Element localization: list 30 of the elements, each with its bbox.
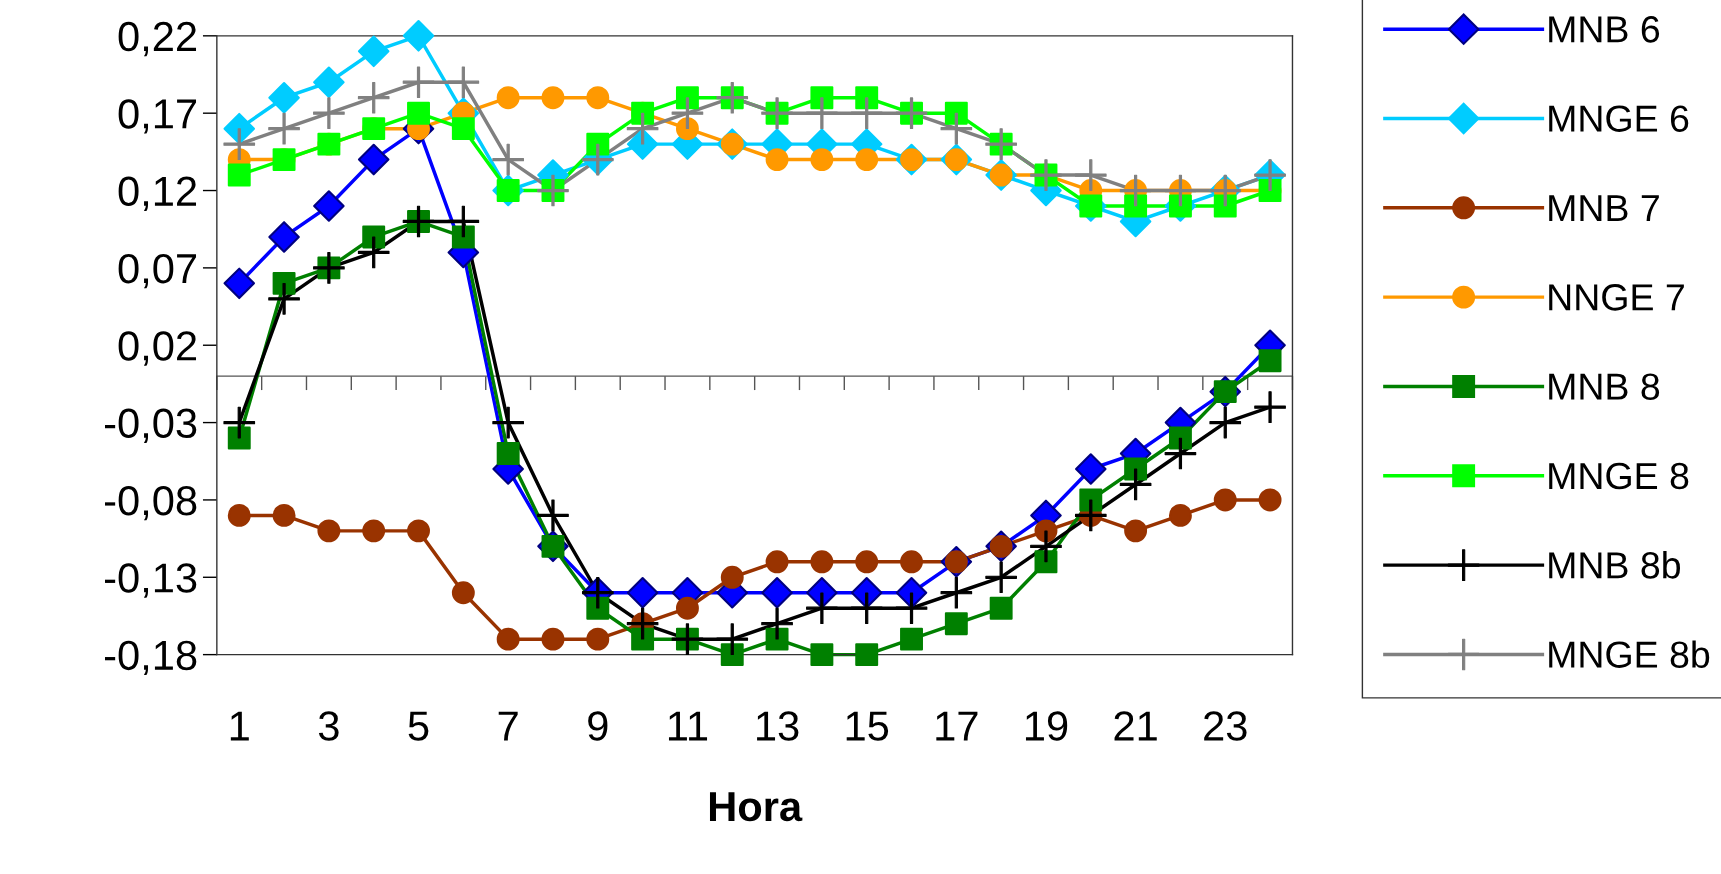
x-tick-label: 5: [408, 711, 429, 741]
legend-label: MNB 7: [1549, 195, 1659, 221]
y-tick-label: -0,03: [104, 408, 197, 444]
x-tick-label: 1: [230, 711, 249, 741]
x-tick-label: 21: [1114, 711, 1157, 741]
y-tick-label: 0,02: [118, 331, 197, 366]
legend-label: MNB 8: [1549, 373, 1660, 400]
y-tick-label: 0,07: [118, 253, 197, 289]
legend-label: MNGE 8: [1549, 462, 1689, 490]
x-tick-label: 17: [936, 711, 978, 741]
y-tick-label: -0,13: [104, 563, 197, 598]
y-tick-label: -0,18: [104, 640, 197, 676]
legend-label: MNGE 6: [1549, 105, 1689, 132]
legend-label: NNGE 7: [1549, 284, 1684, 311]
x-tick-label: 7: [498, 711, 518, 741]
y-tick-label: 0,17: [118, 99, 197, 134]
y-tick-label: -0,08: [104, 485, 197, 521]
x-tick-label: 19: [1025, 711, 1068, 741]
legend-label: MNB 6: [1549, 16, 1660, 43]
x-axis-title: Hora: [709, 792, 803, 822]
legend-label: MNB 8b: [1549, 551, 1681, 579]
x-tick-label: 11: [668, 711, 708, 741]
x-tick-label: 3: [318, 711, 339, 741]
x-tick-label: 15: [846, 711, 889, 741]
y-tick-label: 0,22: [118, 21, 197, 57]
legend-label: MNGE 8b: [1549, 640, 1710, 668]
x-tick-label: 23: [1204, 711, 1247, 741]
x-tick-label: 9: [588, 711, 608, 741]
y-tick-label: 0,12: [118, 176, 197, 211]
x-tick-label: 13: [757, 711, 799, 741]
